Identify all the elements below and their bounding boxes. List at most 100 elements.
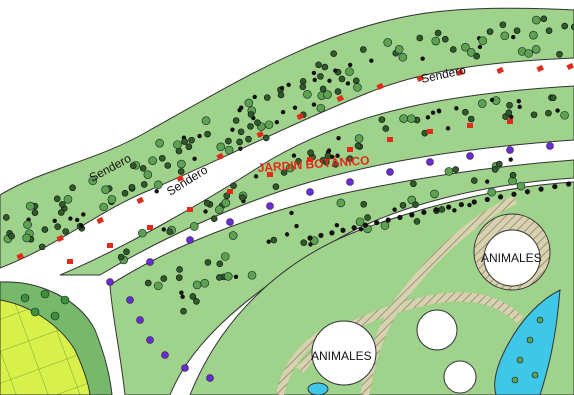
- flower-icon: [467, 123, 473, 128]
- tree-icon: [40, 289, 50, 299]
- shrub-icon: [364, 214, 371, 221]
- tree-icon: [532, 15, 541, 25]
- shrub-icon: [144, 279, 152, 287]
- shrub-icon: [540, 15, 548, 23]
- flower-icon: [546, 142, 554, 150]
- hedge-dot-icon: [524, 189, 531, 195]
- flower-icon: [307, 157, 313, 162]
- hedge-dot-icon: [253, 174, 259, 179]
- hedge-dot-icon: [307, 235, 313, 241]
- flower-icon: [266, 202, 274, 210]
- shrub-icon: [511, 376, 519, 384]
- shrub-icon: [175, 147, 183, 155]
- animals-label-1: ANIMALES: [481, 251, 542, 265]
- tree-icon: [138, 228, 147, 238]
- tree-icon: [444, 167, 454, 176]
- flower-icon: [136, 316, 144, 324]
- tree-icon: [228, 231, 238, 240]
- tree-icon: [101, 185, 110, 194]
- hedge-dot-icon: [329, 230, 335, 236]
- enclosure-animales-1: [483, 229, 541, 287]
- shrub-icon: [530, 111, 538, 119]
- shrub-icon: [236, 138, 243, 146]
- shrub-icon: [334, 88, 342, 95]
- shrub-icon: [545, 27, 553, 34]
- tree-icon: [244, 98, 254, 108]
- tree-icon: [336, 198, 346, 208]
- shrub-icon: [210, 215, 218, 223]
- tree-icon: [221, 198, 231, 208]
- shrub-icon: [360, 46, 367, 53]
- hedge-dot-icon: [421, 209, 427, 215]
- hedge-dot-icon: [154, 189, 159, 194]
- hedge-dot-icon: [420, 56, 425, 61]
- shrub-icon: [315, 61, 322, 69]
- shrub-icon: [299, 78, 307, 85]
- shrub-icon: [204, 130, 211, 138]
- shrub-icon: [382, 125, 390, 132]
- shrub-icon: [449, 46, 457, 53]
- shrub-icon: [536, 316, 544, 324]
- hedge-dot-icon: [511, 34, 516, 40]
- shrub-icon: [338, 75, 346, 83]
- tree-icon: [529, 30, 538, 40]
- flower-icon: [566, 62, 574, 70]
- tree-icon: [63, 194, 73, 204]
- shrub-icon: [561, 22, 569, 30]
- hedge-dot-icon: [489, 97, 495, 103]
- flower-icon: [216, 152, 224, 160]
- tree-icon: [383, 38, 393, 47]
- tree-icon: [500, 31, 510, 41]
- garden-band-middle: [59, 85, 574, 276]
- enclosure-3: [416, 309, 458, 351]
- hedge-dot-icon: [279, 85, 285, 91]
- enclosure-animales-2: [311, 320, 377, 386]
- tree-icon: [354, 134, 364, 143]
- shrub-icon: [509, 171, 517, 179]
- hedge-dot-icon: [385, 217, 391, 223]
- tree-icon: [303, 90, 312, 99]
- hedge-dot-icon: [374, 219, 380, 226]
- hedge-dot-icon: [425, 115, 431, 120]
- hedge-dot-icon: [308, 242, 313, 247]
- hedge-dot-icon: [233, 274, 239, 280]
- shrub-icon: [434, 29, 442, 37]
- flower-icon: [506, 146, 514, 154]
- flower-icon: [181, 364, 189, 372]
- shrub-icon: [175, 274, 183, 281]
- flower-icon: [507, 119, 513, 124]
- shrub-icon: [272, 183, 280, 190]
- flower-icon: [126, 296, 134, 304]
- hedge-dot-icon: [508, 157, 513, 162]
- hedge-dot-icon: [318, 232, 324, 239]
- shrub-icon: [216, 260, 224, 268]
- hedge-dot-icon: [340, 227, 346, 233]
- shrub-icon: [129, 162, 137, 170]
- hedge-dot-icon: [471, 199, 477, 205]
- tree-icon: [23, 220, 32, 229]
- shrub-icon: [280, 169, 288, 176]
- flower-icon: [376, 82, 384, 90]
- hedge-dot-icon: [516, 99, 521, 104]
- hedge-dot-icon: [436, 109, 442, 114]
- hedge-dot-icon: [347, 62, 353, 68]
- tree-icon: [399, 114, 408, 123]
- flower-icon: [496, 66, 504, 74]
- flower-icon: [186, 236, 194, 244]
- shrub-icon: [180, 307, 187, 315]
- tree-icon: [224, 145, 234, 155]
- shrub-icon: [506, 101, 513, 109]
- hedge-dot-icon: [335, 153, 340, 158]
- hedge-dot-icon: [52, 218, 57, 223]
- tree-icon: [192, 280, 202, 290]
- flower-icon: [387, 137, 393, 142]
- shrub-icon: [410, 180, 417, 188]
- hedge-dot-icon: [397, 214, 403, 221]
- tree-icon: [430, 189, 439, 199]
- tree-icon: [323, 90, 332, 99]
- flower-icon: [176, 174, 184, 182]
- flower-icon: [456, 68, 464, 76]
- shrub-icon: [164, 162, 172, 169]
- shrub-icon: [378, 116, 386, 123]
